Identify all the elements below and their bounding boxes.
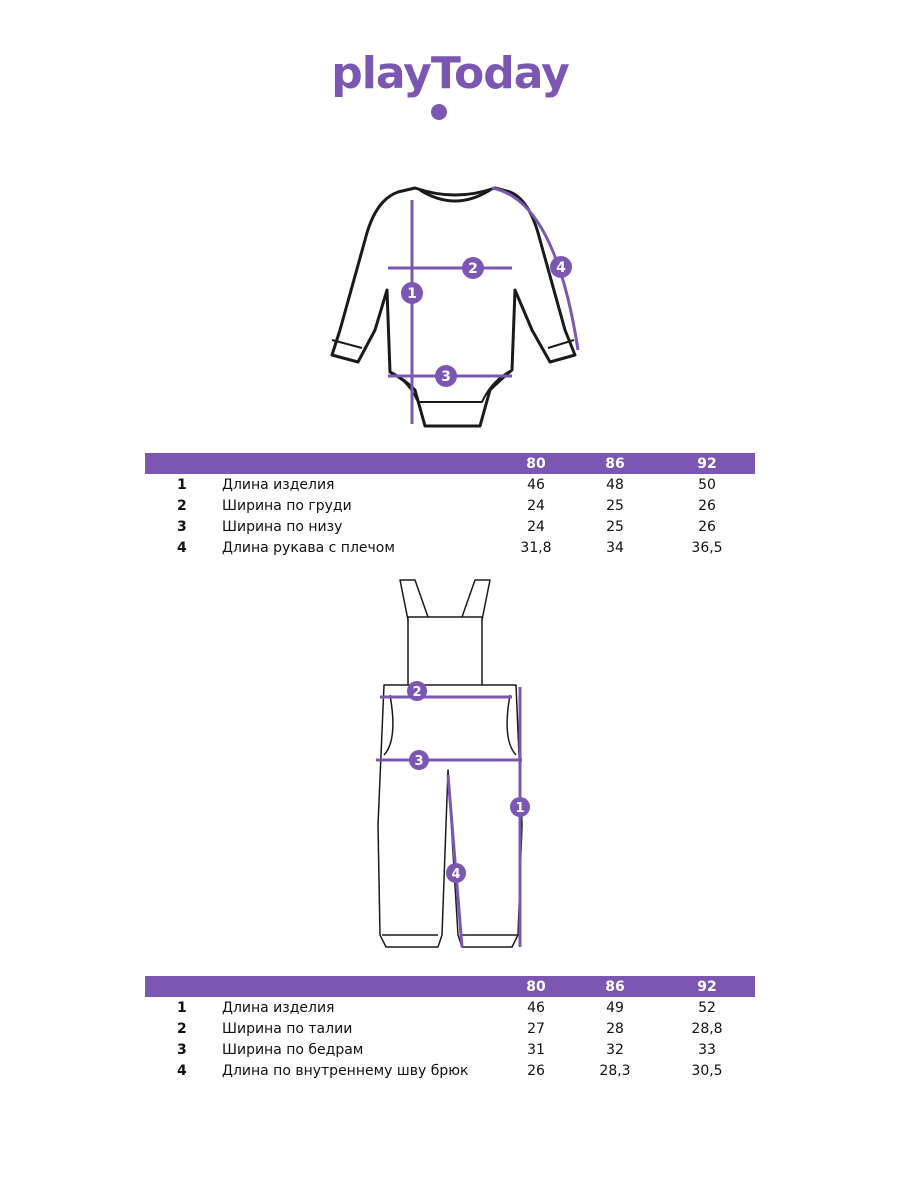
cell: 26 bbox=[698, 519, 716, 535]
marker-2: 2 bbox=[412, 685, 421, 700]
cell: 49 bbox=[606, 1000, 624, 1016]
row-label: Длина по внутреннему шву брюк bbox=[222, 1063, 469, 1079]
cell: 33 bbox=[698, 1042, 716, 1058]
cell: 26 bbox=[698, 498, 716, 514]
cell: 46 bbox=[527, 1000, 545, 1016]
brand-logo: playToday bbox=[330, 48, 570, 128]
cell: 30,5 bbox=[691, 1063, 723, 1079]
table-row: 2 Ширина по груди 24 25 26 bbox=[145, 495, 755, 516]
cell: 28,8 bbox=[691, 1021, 723, 1037]
table-row: 3 Ширина по низу 24 25 26 bbox=[145, 516, 755, 537]
row-label: Длина рукава с плечом bbox=[222, 540, 395, 556]
marker-3: 3 bbox=[441, 369, 451, 385]
cell: 25 bbox=[606, 519, 624, 535]
cell: 36,5 bbox=[691, 540, 723, 556]
cell: 25 bbox=[606, 498, 624, 514]
overalls-size-table: 80 86 92 1 Длина изделия 46 49 52 2 Ширина по… bbox=[145, 976, 755, 1081]
cell: 26 bbox=[527, 1063, 545, 1079]
row-label: Ширина по груди bbox=[222, 498, 352, 514]
cell: 50 bbox=[698, 477, 716, 493]
row-num: 2 bbox=[177, 1021, 187, 1037]
size-80: 80 bbox=[526, 456, 546, 472]
cell: 46 bbox=[527, 477, 545, 493]
cell: 31 bbox=[527, 1042, 545, 1058]
size-86: 86 bbox=[605, 456, 625, 472]
marker-3: 3 bbox=[414, 754, 423, 769]
cell: 32 bbox=[606, 1042, 624, 1058]
row-num: 1 bbox=[177, 477, 187, 493]
row-num: 4 bbox=[177, 540, 187, 556]
overalls-illustration: 2 3 1 4 bbox=[376, 579, 530, 948]
row-label: Длина изделия bbox=[222, 477, 335, 493]
logo-text: playToday bbox=[331, 48, 570, 99]
row-num: 1 bbox=[177, 1000, 187, 1016]
table-row: 4 Длина по внутреннему шву брюк 26 28,3 30,5 bbox=[145, 1060, 755, 1081]
cell: 28,3 bbox=[599, 1063, 631, 1079]
row-num: 4 bbox=[177, 1063, 187, 1079]
logo-dot bbox=[431, 104, 447, 120]
size-92: 92 bbox=[697, 456, 717, 472]
cell: 28 bbox=[606, 1021, 624, 1037]
bodysuit-size-table: 80 86 92 1 Длина изделия 46 48 50 2 Ширина по… bbox=[145, 453, 755, 558]
cell: 31,8 bbox=[520, 540, 552, 556]
table-row: 1 Длина изделия 46 49 52 bbox=[145, 997, 755, 1018]
cell: 48 bbox=[606, 477, 624, 493]
bodysuit-illustration: 1 2 3 4 bbox=[330, 186, 580, 428]
marker-4: 4 bbox=[556, 260, 566, 276]
row-num: 3 bbox=[177, 519, 187, 535]
cell: 27 bbox=[527, 1021, 545, 1037]
row-num: 2 bbox=[177, 498, 187, 514]
size-92: 92 bbox=[697, 979, 717, 995]
cell: 24 bbox=[527, 498, 545, 514]
marker-4: 4 bbox=[451, 867, 460, 882]
marker-2: 2 bbox=[468, 261, 478, 277]
row-label: Ширина по бедрам bbox=[222, 1042, 364, 1058]
row-label: Ширина по талии bbox=[222, 1021, 353, 1037]
cell: 34 bbox=[606, 540, 624, 556]
table-row: 3 Ширина по бедрам 31 32 33 bbox=[145, 1039, 755, 1060]
marker-1: 1 bbox=[407, 286, 417, 302]
size-80: 80 bbox=[526, 979, 546, 995]
size-86: 86 bbox=[605, 979, 625, 995]
table-header: 80 86 92 bbox=[145, 453, 755, 474]
cell: 52 bbox=[698, 1000, 716, 1016]
table-row: 2 Ширина по талии 27 28 28,8 bbox=[145, 1018, 755, 1039]
marker-1: 1 bbox=[515, 801, 524, 816]
row-num: 3 bbox=[177, 1042, 187, 1058]
cell: 24 bbox=[527, 519, 545, 535]
table-header: 80 86 92 bbox=[145, 976, 755, 997]
row-label: Ширина по низу bbox=[222, 519, 343, 535]
table-row: 4 Длина рукава с плечом 31,8 34 36,5 bbox=[145, 537, 755, 558]
row-label: Длина изделия bbox=[222, 1000, 335, 1016]
table-row: 1 Длина изделия 46 48 50 bbox=[145, 474, 755, 495]
